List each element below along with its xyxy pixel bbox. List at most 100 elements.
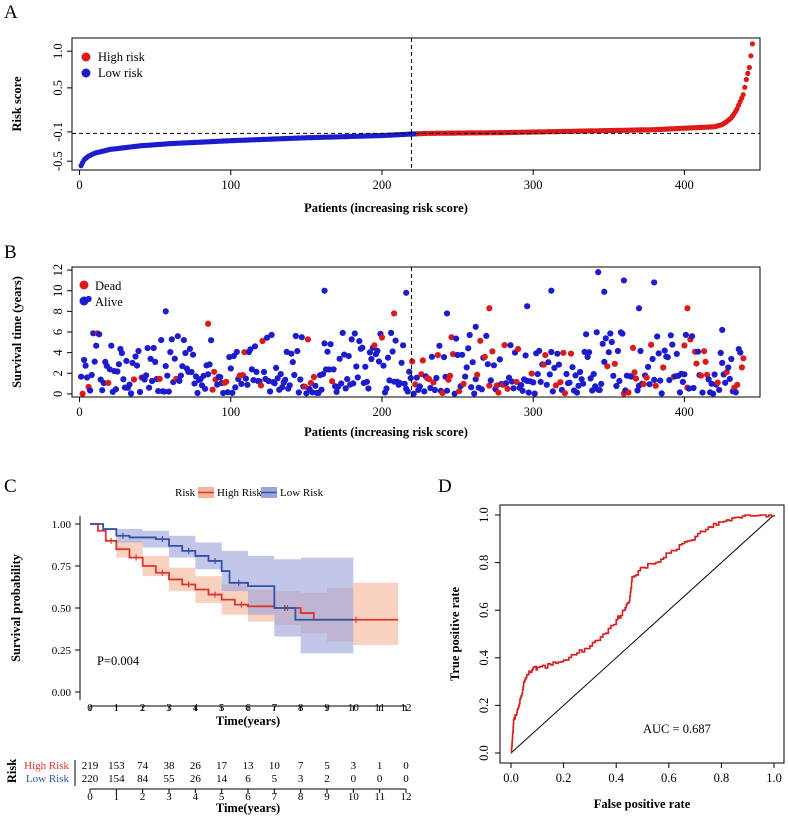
roc-diagonal	[510, 514, 775, 754]
dead-point	[740, 355, 747, 362]
alive-point	[288, 350, 295, 357]
x-tick-label: 10	[348, 702, 360, 714]
alive-point	[282, 376, 289, 383]
x-tick-label: 5	[219, 702, 225, 714]
alive-point	[112, 386, 119, 393]
dead-point	[130, 376, 138, 383]
alive-point	[174, 333, 181, 340]
alive-point	[309, 389, 316, 396]
legend-dead-label: Dead	[95, 279, 122, 293]
roc-x-axis: 0.0 0.2 0.4 0.6 0.8 1.0	[503, 763, 782, 785]
alive-point	[206, 361, 213, 368]
dead-point	[419, 357, 426, 364]
alive-point	[546, 371, 553, 378]
dead-point	[723, 369, 730, 376]
alive-point	[327, 341, 334, 348]
dead-point	[611, 360, 618, 367]
dead-point	[486, 382, 493, 389]
risk-table-cell: 84	[137, 773, 149, 785]
dead-point	[307, 379, 314, 387]
risk-table-cell: 153	[108, 760, 125, 772]
y-tick-label: 0.75	[52, 561, 72, 573]
alive-point	[595, 269, 602, 276]
alive-point	[375, 358, 383, 365]
alive-point	[383, 385, 390, 392]
alive-point	[289, 359, 296, 366]
alive-point	[123, 357, 130, 364]
y-tick-label: 0.25	[52, 645, 72, 657]
dead-point	[734, 381, 741, 388]
alive-point	[120, 376, 127, 383]
alive-point	[530, 379, 537, 386]
risk-table-cell: 38	[164, 760, 176, 772]
alive-point	[350, 380, 357, 387]
dead-point	[79, 390, 86, 397]
high-risk-point	[749, 41, 756, 47]
survival-time-points	[78, 269, 747, 397]
alive-point	[356, 338, 363, 345]
alive-point	[294, 348, 301, 355]
alive-point	[150, 344, 157, 352]
risk-score-y-axis: -0.5 -0.1 0.5 1.0	[51, 43, 72, 171]
alive-point	[536, 347, 543, 354]
alive-point	[336, 355, 343, 362]
y-tick-label: 1.0	[51, 43, 65, 59]
risk-table-cell: 13	[243, 760, 255, 772]
alive-point	[143, 372, 150, 379]
alive-point	[478, 386, 485, 393]
dead-point	[515, 345, 522, 353]
alive-point	[344, 376, 351, 383]
x-tick-label: 2	[140, 702, 146, 714]
x-tick-label: 0.0	[503, 771, 519, 785]
alive-point	[471, 390, 478, 397]
dead-point	[378, 334, 386, 341]
alive-point	[719, 326, 726, 334]
risk-table-low-label: Low Risk	[26, 773, 70, 785]
alive-point	[487, 377, 494, 384]
dead-point	[481, 353, 488, 360]
alive-point	[710, 390, 717, 397]
y-tick-label: 0	[51, 391, 65, 397]
y-tick-label: -0.5	[51, 151, 65, 171]
alive-point	[264, 334, 271, 341]
alive-point	[722, 379, 729, 386]
dead-point	[241, 349, 248, 356]
alive-point	[719, 359, 726, 366]
alive-point	[164, 372, 171, 379]
x-tick-label: 400	[675, 178, 694, 192]
alive-point	[407, 375, 414, 382]
alive-point	[601, 358, 608, 365]
alive-point	[380, 362, 387, 369]
dead-point	[486, 305, 493, 312]
dead-point	[456, 388, 463, 395]
x-tick-label: 12	[401, 702, 412, 714]
dead-point	[310, 373, 317, 381]
alive-point	[318, 386, 325, 393]
alive-point	[607, 330, 614, 337]
dead-point	[371, 342, 378, 349]
x-tick-label: 200	[373, 405, 392, 419]
survival-time-legend: Dead Alive	[79, 279, 123, 309]
alive-point	[84, 374, 91, 381]
alive-point	[271, 380, 278, 387]
alive-point	[208, 337, 215, 344]
x-tick-label: 2	[140, 791, 146, 803]
alive-point	[374, 347, 381, 354]
panel-d-letter: D	[438, 476, 452, 497]
alive-point	[115, 361, 122, 368]
alive-point	[614, 347, 622, 355]
alive-point	[548, 348, 555, 356]
risk-table-xlabel: Time(years)	[216, 801, 280, 815]
km-confidence-bands	[90, 524, 399, 654]
risk-table-cell: 3	[351, 760, 357, 772]
dead-point	[557, 379, 564, 386]
alive-point	[459, 351, 466, 358]
risk-score-legend: High risk Low risk	[81, 50, 146, 80]
alive-point	[189, 351, 197, 358]
roc-xlabel: False positive rate	[594, 797, 691, 811]
dead-point	[561, 390, 569, 397]
alive-point	[146, 384, 153, 391]
alive-point	[162, 308, 169, 315]
x-tick-label: 4	[193, 791, 199, 803]
risk-table-cell: 10	[269, 760, 281, 772]
